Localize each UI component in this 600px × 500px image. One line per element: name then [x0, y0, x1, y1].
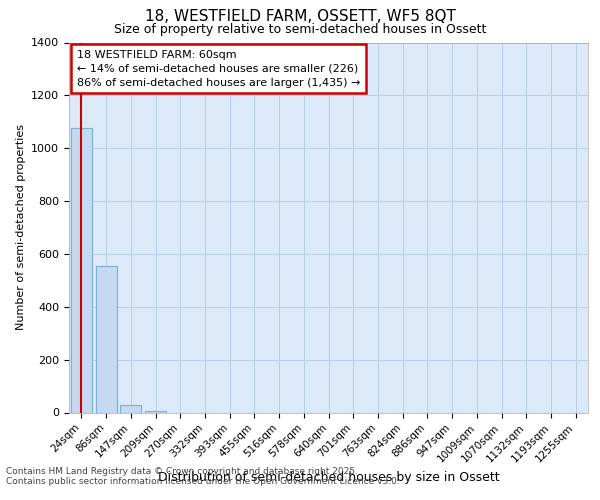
Y-axis label: Number of semi-detached properties: Number of semi-detached properties — [16, 124, 26, 330]
Bar — [95, 266, 116, 412]
Text: 18 WESTFIELD FARM: 60sqm
← 14% of semi-detached houses are smaller (226)
86% of : 18 WESTFIELD FARM: 60sqm ← 14% of semi-d… — [77, 50, 360, 88]
Bar — [120, 404, 141, 412]
Text: Size of property relative to semi-detached houses in Ossett: Size of property relative to semi-detach… — [114, 22, 486, 36]
Text: Contains HM Land Registry data © Crown copyright and database right 2025.: Contains HM Land Registry data © Crown c… — [6, 467, 358, 476]
Bar — [145, 411, 166, 412]
Bar — [71, 128, 92, 412]
Text: Contains public sector information licensed under the Open Government Licence v3: Contains public sector information licen… — [6, 477, 400, 486]
Text: 18, WESTFIELD FARM, OSSETT, WF5 8QT: 18, WESTFIELD FARM, OSSETT, WF5 8QT — [145, 9, 455, 24]
X-axis label: Distribution of semi-detached houses by size in Ossett: Distribution of semi-detached houses by … — [158, 470, 499, 484]
